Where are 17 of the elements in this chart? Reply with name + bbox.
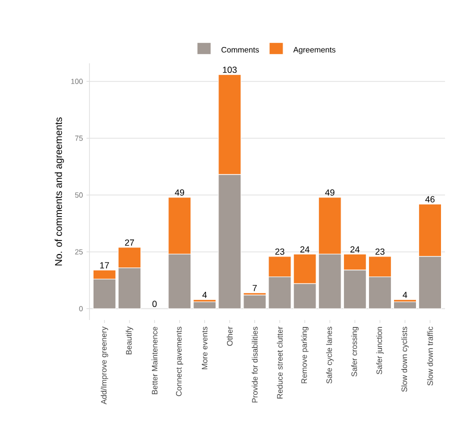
total-label: 49 bbox=[174, 190, 184, 196]
total-label: 24 bbox=[300, 246, 310, 253]
y-axis-title: No. of comments and agreements bbox=[54, 118, 64, 266]
total-label: 46 bbox=[425, 196, 435, 203]
bar bbox=[193, 302, 216, 310]
total-label: 0 bbox=[152, 300, 157, 308]
total-label: 23 bbox=[275, 248, 284, 255]
total-label: 7 bbox=[252, 285, 257, 292]
total-label: 4 bbox=[402, 292, 408, 298]
total-label: 17 bbox=[100, 262, 109, 269]
total-label: 23 bbox=[375, 248, 384, 255]
total-label: 103 bbox=[222, 66, 237, 74]
bar bbox=[393, 302, 417, 310]
total-label: 27 bbox=[125, 240, 134, 246]
total-label: 4 bbox=[202, 292, 207, 298]
total-label: 24 bbox=[350, 246, 360, 253]
total-label: 49 bbox=[325, 190, 334, 196]
